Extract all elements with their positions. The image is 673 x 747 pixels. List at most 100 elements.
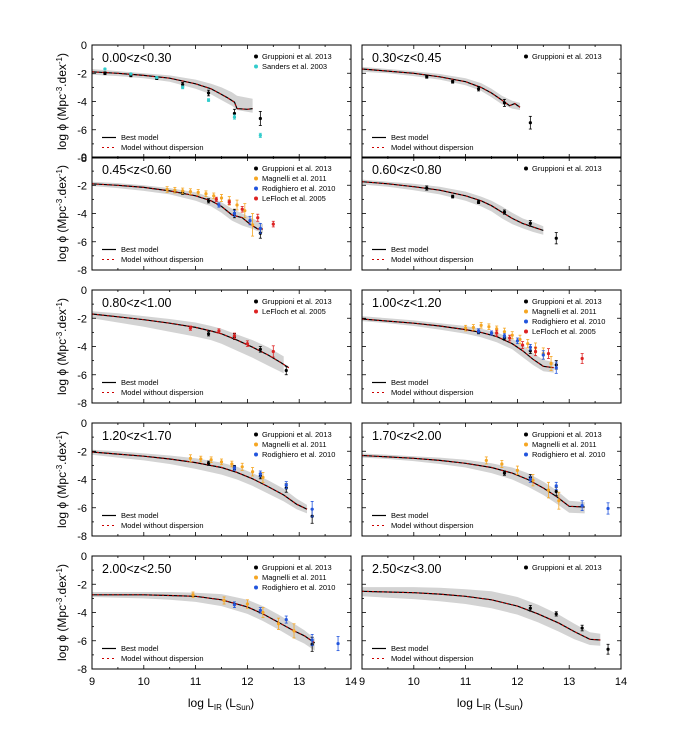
data-point bbox=[502, 330, 507, 334]
model-without-dispersion-line bbox=[92, 594, 315, 644]
data-point bbox=[510, 333, 514, 337]
data-point bbox=[258, 472, 262, 476]
y-axis-label-sup2: -1 bbox=[55, 301, 64, 309]
y-tick-label: -4 bbox=[77, 209, 87, 221]
legend-best-model: Best model bbox=[391, 245, 429, 254]
data-point bbox=[232, 115, 237, 119]
data-point bbox=[580, 356, 584, 361]
data-point bbox=[425, 186, 429, 190]
legend-entry: Magnelli et al. 2011 bbox=[262, 573, 327, 582]
series-sanders-et-al-2003 bbox=[103, 67, 262, 138]
data-point bbox=[250, 470, 255, 474]
y-axis-label-sup1: -3 bbox=[55, 86, 64, 94]
legend-no-dispersion: Model without dispersion bbox=[391, 255, 474, 264]
data-point bbox=[209, 458, 213, 462]
dispersion-band bbox=[362, 453, 585, 514]
data-point bbox=[546, 488, 551, 492]
data-point bbox=[554, 612, 558, 616]
data-point bbox=[508, 336, 512, 340]
redshift-label: 1.20<z<1.70 bbox=[102, 429, 172, 443]
data-point bbox=[206, 199, 211, 203]
y-axis-label-close: ) bbox=[55, 298, 69, 302]
y-axis-label: log ϕ (Mpc-3.dex-1) bbox=[55, 165, 69, 262]
data-point bbox=[528, 121, 532, 125]
data-point bbox=[258, 133, 262, 137]
model-without-dispersion-line bbox=[91, 71, 253, 110]
y-tick-label: 0 bbox=[81, 152, 87, 164]
y-axis-label: log ϕ (Mpc-3.dex-1) bbox=[55, 298, 69, 395]
data-point bbox=[528, 345, 532, 349]
data-point bbox=[489, 331, 494, 335]
legend-marker bbox=[254, 309, 258, 314]
data-point bbox=[191, 593, 195, 597]
y-axis-label-mid: .dex bbox=[55, 309, 69, 332]
y-tick-label: 0 bbox=[81, 285, 87, 297]
y-axis-label-mid: .dex bbox=[55, 176, 69, 199]
legend-best-model: Best model bbox=[391, 133, 429, 142]
x-tick-label: 13 bbox=[293, 676, 305, 688]
legend-entry: Gruppioni et al. 2013 bbox=[262, 563, 332, 572]
data-point bbox=[232, 466, 237, 470]
model-without-dispersion-line bbox=[91, 183, 263, 230]
panel-7: 0 -2 -4 -6 -8 log ϕ (Mpc-3.dex-1) 1.20<z<1.70 G… bbox=[55, 418, 352, 543]
data-point bbox=[181, 82, 185, 87]
legend-entry: Magnelli et al. 2011 bbox=[532, 440, 597, 449]
y-axis-label: log ϕ (Mpc-3.dex-1) bbox=[55, 53, 69, 150]
y-tick-label: 0 bbox=[81, 418, 87, 430]
redshift-label: 0.45<z<0.60 bbox=[102, 163, 172, 177]
data-point bbox=[502, 210, 507, 214]
data-point bbox=[243, 209, 247, 213]
data-point bbox=[606, 506, 610, 511]
data-point bbox=[533, 349, 538, 354]
dispersion-band bbox=[362, 316, 554, 373]
x-tick-label: 10 bbox=[138, 676, 150, 688]
x-axis-label-unit-open: (L bbox=[222, 696, 236, 710]
y-tick-label: 0 bbox=[81, 551, 87, 563]
data-point bbox=[258, 116, 262, 121]
data-point bbox=[546, 351, 551, 356]
legend-entry: Sanders et al. 2003 bbox=[262, 62, 327, 71]
data-point bbox=[580, 504, 584, 508]
series-magnelli-et-al-2011 bbox=[188, 454, 265, 483]
x-tick-label: 14 bbox=[345, 676, 357, 688]
legend-best-model: Best model bbox=[121, 133, 159, 142]
panel-5: 0 -2 -4 -6 -8 log ϕ (Mpc-3.dex-1) 0.80<z<1.00 G… bbox=[55, 285, 352, 410]
series-gruppioni-et-al-2013 bbox=[528, 605, 610, 655]
data-point bbox=[502, 101, 507, 105]
data-point bbox=[129, 72, 133, 76]
data-point bbox=[271, 222, 275, 226]
data-point bbox=[217, 329, 221, 333]
data-point bbox=[155, 75, 159, 80]
data-point bbox=[258, 608, 262, 612]
data-point bbox=[580, 626, 584, 630]
data-point bbox=[217, 203, 221, 207]
dispersion-band bbox=[362, 179, 544, 235]
x-tick-label: 13 bbox=[563, 676, 575, 688]
legend-entry: Gruppioni et al. 2013 bbox=[532, 563, 602, 572]
model-without-dispersion-line bbox=[361, 318, 554, 369]
legend-best-model: Best model bbox=[391, 511, 429, 520]
data-point bbox=[103, 71, 107, 75]
data-point bbox=[240, 207, 244, 211]
data-point bbox=[204, 192, 208, 196]
legend-marker bbox=[254, 565, 258, 570]
data-point bbox=[464, 326, 468, 330]
legend-marker bbox=[254, 299, 258, 304]
y-tick-label: -8 bbox=[77, 664, 87, 676]
y-axis-label-close: ) bbox=[55, 431, 69, 435]
y-axis-label-close: ) bbox=[55, 165, 69, 169]
y-tick-label: -2 bbox=[77, 68, 87, 80]
legend-entry: Rodighiero et al. 2010 bbox=[532, 450, 605, 459]
y-axis-label: log ϕ (Mpc-3.dex-1) bbox=[55, 564, 69, 661]
data-point bbox=[232, 111, 237, 116]
data-point bbox=[310, 638, 314, 642]
data-point bbox=[471, 325, 475, 330]
data-point bbox=[219, 460, 224, 464]
series-gruppioni-et-al-2013 bbox=[425, 185, 558, 245]
redshift-label: 1.70<z<2.00 bbox=[372, 429, 442, 443]
legend-no-dispersion: Model without dispersion bbox=[391, 654, 474, 663]
x-tick-label: 12 bbox=[241, 676, 253, 688]
redshift-label: 0.80<z<1.00 bbox=[102, 296, 172, 310]
legend-marker bbox=[524, 319, 528, 324]
data-point bbox=[554, 484, 558, 488]
